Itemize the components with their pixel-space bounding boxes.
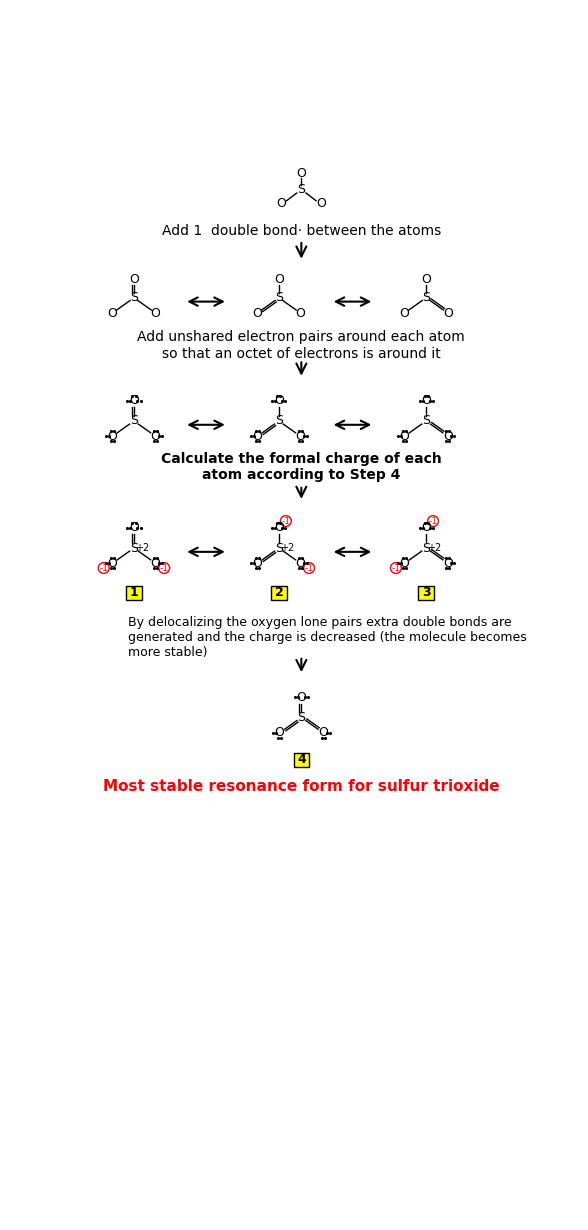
Text: 4: 4	[297, 753, 306, 766]
Text: O: O	[421, 273, 431, 285]
Text: O: O	[275, 726, 285, 739]
Text: O: O	[108, 557, 117, 569]
Text: O: O	[318, 726, 328, 739]
Text: O: O	[421, 522, 431, 535]
Text: O: O	[421, 395, 431, 407]
Text: O: O	[296, 306, 306, 320]
Text: S: S	[422, 415, 430, 428]
Text: S: S	[422, 292, 430, 304]
Text: -1: -1	[99, 563, 108, 572]
Text: O: O	[443, 306, 453, 320]
Text: S: S	[275, 541, 283, 555]
FancyBboxPatch shape	[293, 753, 309, 766]
Text: S: S	[130, 415, 138, 428]
Text: O: O	[443, 429, 453, 443]
Text: O: O	[296, 691, 306, 704]
Text: O: O	[151, 306, 161, 320]
Text: O: O	[316, 197, 326, 210]
Text: +2: +2	[427, 542, 442, 554]
Text: O: O	[399, 557, 409, 569]
Text: O: O	[129, 273, 139, 285]
Text: -1: -1	[305, 563, 313, 572]
Text: Calculate the formal charge of each
atom according to Step 4: Calculate the formal charge of each atom…	[161, 453, 442, 482]
Text: O: O	[296, 429, 306, 443]
Text: O: O	[252, 557, 262, 569]
Text: Add 1  double bond· between the atoms: Add 1 double bond· between the atoms	[162, 224, 441, 237]
Text: O: O	[443, 557, 453, 569]
FancyBboxPatch shape	[126, 585, 142, 599]
Text: O: O	[129, 395, 139, 407]
Text: O: O	[108, 306, 117, 320]
Text: S: S	[298, 711, 305, 724]
Text: Most stable resonance form for sulfur trioxide: Most stable resonance form for sulfur tr…	[103, 779, 500, 795]
Text: S: S	[298, 183, 305, 197]
Text: O: O	[274, 395, 284, 407]
Text: 3: 3	[422, 587, 430, 599]
Text: 2: 2	[275, 587, 283, 599]
Text: +2: +2	[135, 542, 149, 554]
Text: O: O	[399, 429, 409, 443]
Text: -1: -1	[160, 563, 169, 572]
Text: O: O	[151, 429, 161, 443]
Text: S: S	[275, 415, 283, 428]
Text: O: O	[129, 522, 139, 535]
Text: S: S	[275, 292, 283, 304]
Text: O: O	[252, 429, 262, 443]
Text: -1: -1	[429, 517, 437, 525]
Text: O: O	[276, 197, 286, 210]
Text: -1: -1	[392, 563, 400, 572]
FancyBboxPatch shape	[271, 585, 286, 599]
Text: O: O	[274, 273, 284, 285]
Text: O: O	[296, 166, 306, 180]
Text: -1: -1	[281, 517, 290, 525]
Text: 1: 1	[129, 587, 138, 599]
Text: S: S	[422, 541, 430, 555]
Text: O: O	[274, 522, 284, 535]
Text: O: O	[399, 306, 409, 320]
Text: S: S	[130, 541, 138, 555]
FancyBboxPatch shape	[419, 585, 434, 599]
Text: O: O	[252, 306, 262, 320]
Text: O: O	[108, 429, 117, 443]
Text: S: S	[130, 292, 138, 304]
Text: O: O	[151, 557, 161, 569]
Text: By delocalizing the oxygen lone pairs extra double bonds are
generated and the c: By delocalizing the oxygen lone pairs ex…	[128, 616, 526, 659]
Text: O: O	[296, 557, 306, 569]
Text: Add unshared electron pairs around each atom
so that an octet of electrons is ar: Add unshared electron pairs around each …	[138, 331, 465, 360]
Text: +2: +2	[280, 542, 295, 554]
